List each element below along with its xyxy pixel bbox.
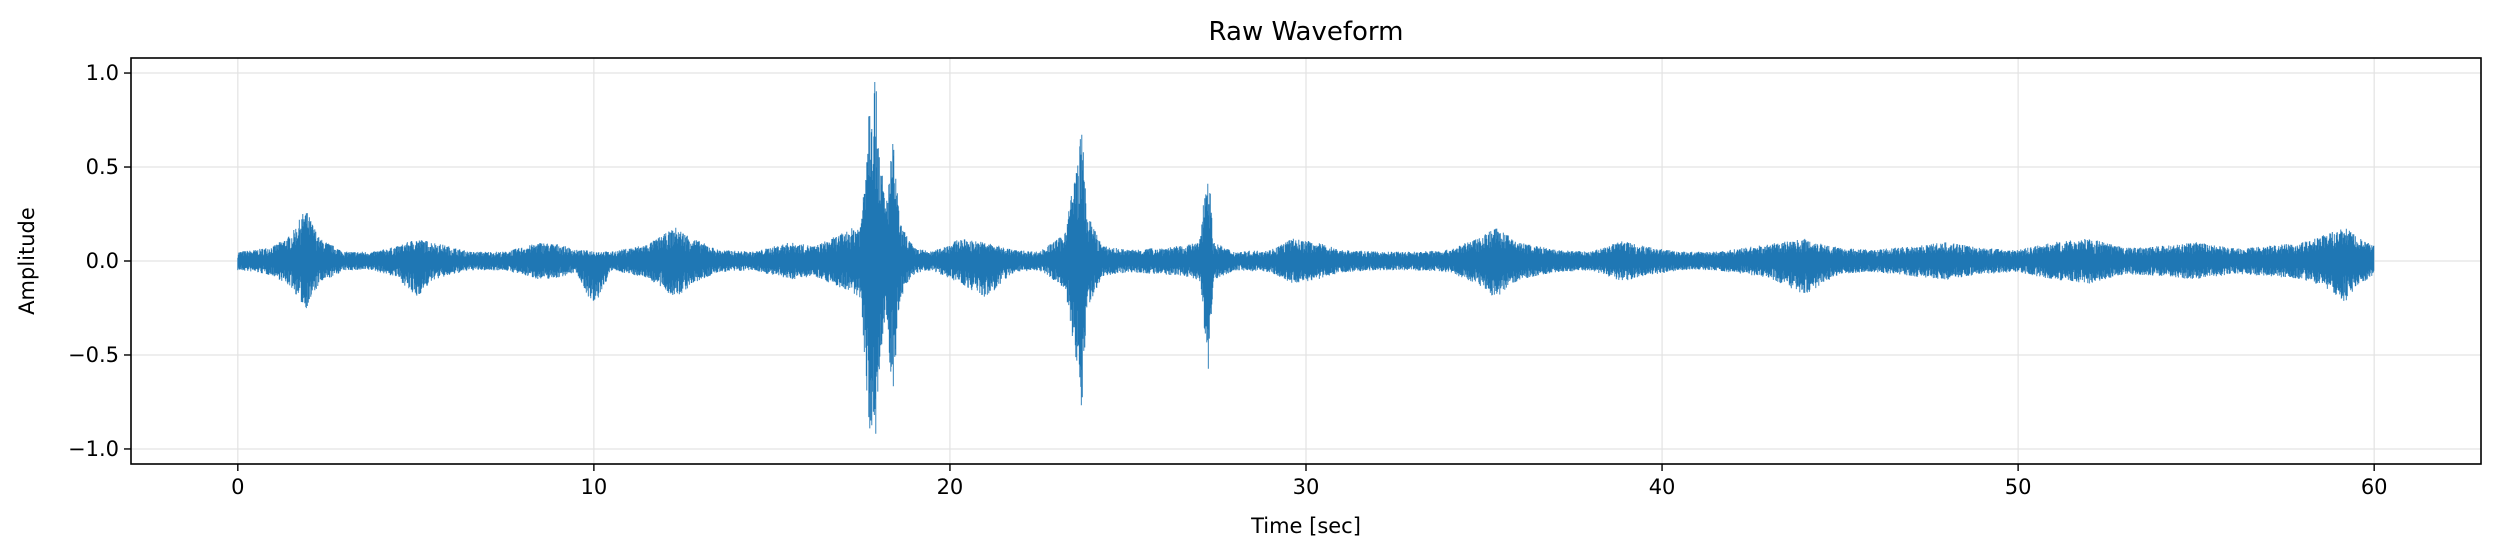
- x-axis: 0 10 20 30 40 50 60: [231, 464, 2388, 499]
- y-tick-label: 1.0: [86, 61, 119, 85]
- x-tick-label: 60: [2361, 475, 2388, 499]
- x-axis-label: Time [sec]: [1250, 514, 1361, 538]
- chart-title: Raw Waveform: [1209, 17, 1404, 47]
- x-tick-label: 20: [937, 475, 964, 499]
- y-axis: 1.0 0.5 0.0 −0.5 −1.0: [68, 61, 131, 461]
- x-tick-label: 10: [581, 475, 608, 499]
- x-tick-label: 0: [231, 475, 244, 499]
- y-tick-label: 0.0: [86, 249, 119, 273]
- y-tick-label: −1.0: [68, 437, 119, 461]
- x-tick-label: 50: [2005, 475, 2032, 499]
- y-axis-label: Amplitude: [15, 207, 39, 315]
- plot-area: [237, 82, 2375, 434]
- y-tick-label: 0.5: [86, 155, 119, 179]
- x-tick-label: 40: [1649, 475, 1676, 499]
- x-tick-label: 30: [1293, 475, 1320, 499]
- y-tick-label: −0.5: [68, 343, 119, 367]
- waveform-line: [237, 82, 2375, 434]
